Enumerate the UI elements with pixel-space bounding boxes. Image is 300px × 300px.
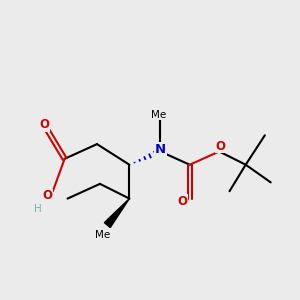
Text: O: O [42,189,52,202]
Text: O: O [216,140,226,153]
Text: Me: Me [95,230,110,239]
Text: O: O [177,195,188,208]
Text: N: N [155,143,166,157]
Text: O: O [39,118,49,131]
Text: H: H [34,204,42,214]
Polygon shape [104,199,129,227]
Text: Me: Me [151,110,166,120]
